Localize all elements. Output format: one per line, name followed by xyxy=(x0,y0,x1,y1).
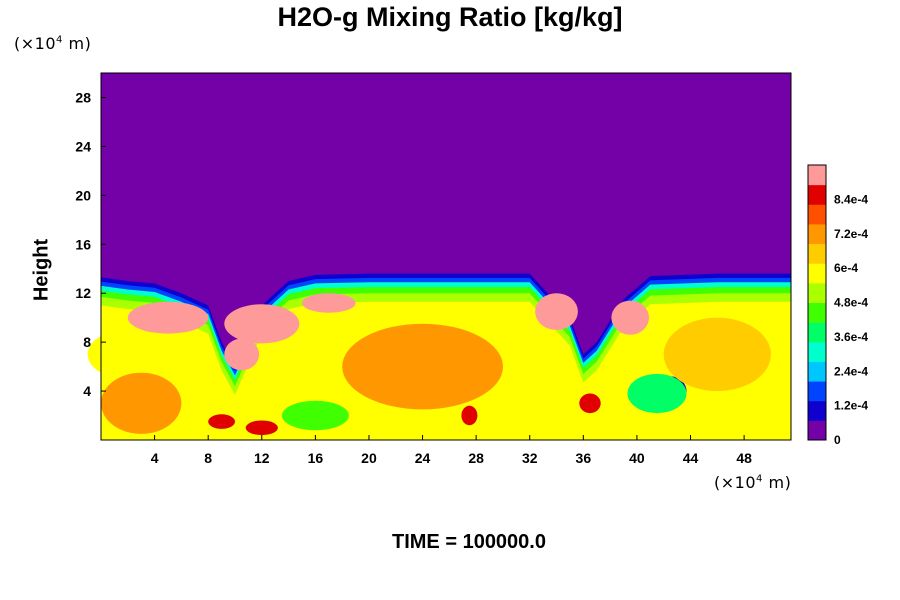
time-label: TIME = 100000.0 xyxy=(0,531,900,554)
colorbar-segment xyxy=(808,401,826,421)
colorbar-tick-label: 3.6e-4 xyxy=(834,330,868,344)
field-structure xyxy=(282,401,349,430)
colorbar-segment xyxy=(808,420,826,440)
field-structure xyxy=(535,293,578,330)
colorbar-segment xyxy=(808,283,826,303)
colorbar-segment xyxy=(808,204,826,224)
x-tick-label: 36 xyxy=(576,450,592,466)
field-structure xyxy=(128,302,208,334)
field-structure xyxy=(628,374,687,413)
colorbar-tick-label: 2.4e-4 xyxy=(834,364,868,378)
colorbar-segment xyxy=(808,381,826,401)
colorbar-ticks: 0 1.2e-4 2.4e-4 3.6e-4 4.8e-4 6e-4 7.2e-4 8.4e-… xyxy=(834,192,868,447)
colorbar-tick-label: 7.2e-4 xyxy=(834,227,868,241)
colorbar-segment xyxy=(808,244,826,264)
colorbar-tick-label: 4.8e-4 xyxy=(834,296,868,310)
x-tick-label: 20 xyxy=(361,450,377,466)
colorbar-segment xyxy=(808,342,826,362)
mixing-ratio-field xyxy=(88,73,791,440)
colorbar-segment xyxy=(808,263,826,283)
x-tick-label: 44 xyxy=(683,450,699,466)
field-structure xyxy=(101,373,181,434)
y-tick-label: 4 xyxy=(83,383,91,399)
field-structure xyxy=(88,330,168,379)
field-structure xyxy=(224,339,259,371)
field-structure xyxy=(246,421,278,436)
x-tick-label: 40 xyxy=(629,450,645,466)
x-tick-label: 4 xyxy=(151,450,159,466)
field-structure xyxy=(302,293,356,313)
x-tick-label: 12 xyxy=(254,450,270,466)
colorbar xyxy=(808,165,826,441)
field-structure xyxy=(208,414,235,429)
x-tick-label: 16 xyxy=(308,450,324,466)
field-structure xyxy=(342,324,503,410)
y-tick-label: 16 xyxy=(75,236,91,252)
y-tick-label: 24 xyxy=(75,138,91,154)
colorbar-segment xyxy=(808,303,826,323)
x-tick-label: 48 xyxy=(736,450,752,466)
colorbar-segment xyxy=(808,185,826,205)
y-tick-label: 28 xyxy=(75,89,91,105)
x-tick-label: 32 xyxy=(522,450,538,466)
field-structure xyxy=(611,301,649,335)
y-tick-label: 20 xyxy=(75,187,91,203)
y-tick-label: 12 xyxy=(75,285,91,301)
field-structure xyxy=(224,304,299,343)
field-structure xyxy=(579,394,600,414)
colorbar-segment xyxy=(808,361,826,381)
field-structure xyxy=(461,406,477,426)
colorbar-tick-label: 0 xyxy=(834,433,841,447)
colorbar-tick-label: 6e-4 xyxy=(834,261,858,275)
field-structure xyxy=(664,318,771,391)
x-tick-label: 8 xyxy=(204,450,212,466)
y-tick-label: 8 xyxy=(83,334,91,350)
x-tick-label: 28 xyxy=(468,450,484,466)
colorbar-segment xyxy=(808,165,826,185)
colorbar-tick-label: 1.2e-4 xyxy=(834,399,868,413)
colorbar-segment xyxy=(808,322,826,342)
x-tick-label: 24 xyxy=(415,450,431,466)
colorbar-tick-label: 8.4e-4 xyxy=(834,192,868,206)
colorbar-segment xyxy=(808,224,826,244)
